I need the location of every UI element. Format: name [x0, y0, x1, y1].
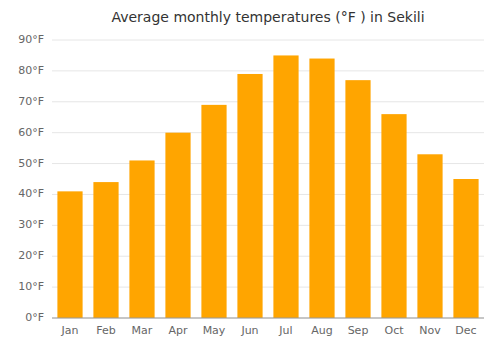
x-tick-label: May	[203, 324, 226, 337]
bars	[57, 55, 478, 318]
x-tick-label: Feb	[96, 324, 115, 337]
chart: 0°F 10°F 20°F 30°F 40°F 50°F 60°F 70°F 80°F 90°F J…	[0, 0, 500, 350]
y-tick-label: 10°F	[18, 280, 44, 293]
grid-line	[52, 40, 484, 41]
x-tick-label: Jun	[240, 324, 258, 337]
grid	[52, 40, 484, 318]
grid-line	[52, 70, 484, 71]
x-tick-label: Jan	[61, 324, 79, 337]
bar	[273, 55, 298, 318]
x-tick-label: Apr	[168, 324, 188, 337]
x-tick-label: Jul	[278, 324, 292, 337]
bar	[309, 59, 334, 318]
y-tick-label: 60°F	[18, 126, 44, 139]
bar	[93, 182, 118, 318]
grid-line	[52, 101, 484, 102]
y-axis: 0°F 10°F 20°F 30°F 40°F 50°F 60°F 70°F 80°F 90°F	[18, 33, 44, 324]
x-axis: Jan Feb Mar Apr May Jun Jul Aug Sep Oct Nov Dec	[52, 318, 484, 337]
bar	[237, 74, 262, 318]
y-tick-label: 20°F	[18, 249, 44, 262]
x-tick-label: Dec	[455, 324, 476, 337]
bar	[417, 154, 442, 318]
y-tick-label: 80°F	[18, 64, 44, 77]
bar	[345, 80, 370, 318]
chart-container: 0°F 10°F 20°F 30°F 40°F 50°F 60°F 70°F 80°F 90°F J…	[0, 0, 500, 350]
title: Average monthly temperatures (°F ) in Se…	[111, 9, 424, 25]
y-tick-label: 70°F	[18, 95, 44, 108]
bar	[165, 133, 190, 318]
x-tick-label: Aug	[311, 324, 332, 337]
bar	[129, 160, 154, 318]
y-tick-label: 30°F	[18, 218, 44, 231]
grid-line	[52, 132, 484, 133]
y-tick-label: 0°F	[25, 311, 44, 324]
bar	[201, 105, 226, 318]
x-tick-label: Sep	[348, 324, 369, 337]
y-tick-label: 50°F	[18, 157, 44, 170]
y-tick-label: 40°F	[18, 187, 44, 200]
bar	[453, 179, 478, 318]
x-tick-label: Mar	[132, 324, 153, 337]
bar	[57, 191, 82, 318]
y-tick-label: 90°F	[18, 33, 44, 46]
x-axis-line	[52, 318, 484, 319]
x-tick-label: Nov	[419, 324, 441, 337]
grid-line	[52, 318, 484, 319]
bar	[381, 114, 406, 318]
x-tick-label: Oct	[384, 324, 404, 337]
